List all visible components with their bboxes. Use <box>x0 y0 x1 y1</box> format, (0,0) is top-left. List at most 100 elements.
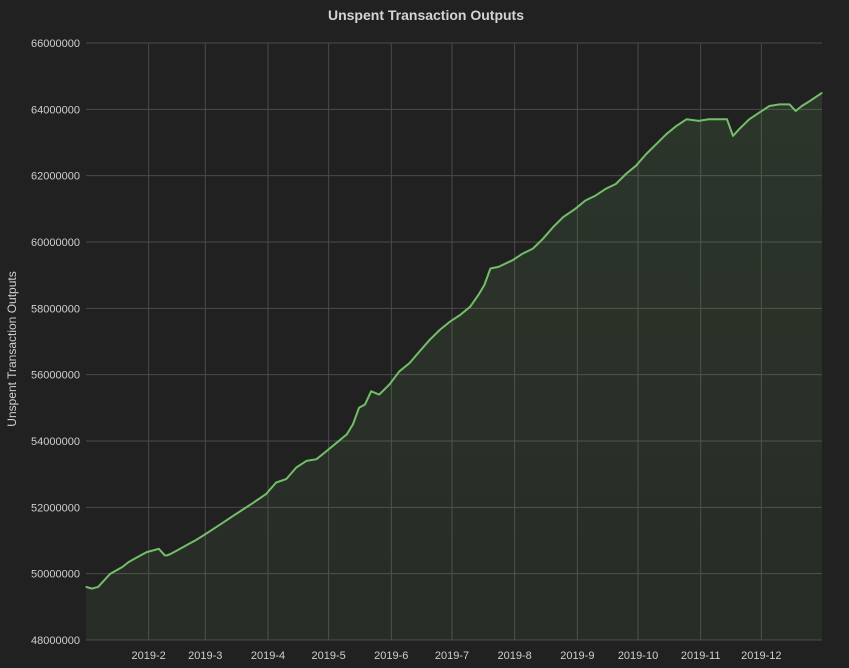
data-point <box>212 528 214 530</box>
data-point <box>625 173 627 175</box>
x-tick-label: 2019-9 <box>560 650 594 662</box>
data-point <box>698 120 700 122</box>
data-point <box>133 558 136 560</box>
data-point <box>202 534 204 537</box>
x-tick-label: 2019-4 <box>251 650 285 662</box>
data-point <box>253 501 255 503</box>
data-point <box>194 539 196 542</box>
x-tick-label: 2019-2 <box>132 650 166 662</box>
data-point <box>795 110 797 112</box>
data-point <box>164 554 166 557</box>
data-point <box>801 105 803 107</box>
data-point <box>295 466 297 469</box>
data-point <box>233 515 235 517</box>
data-point <box>176 549 178 552</box>
data-point <box>388 384 390 386</box>
data-point <box>429 339 431 341</box>
y-tick-label: 64000000 <box>31 104 80 116</box>
data-point <box>497 266 500 268</box>
data-point <box>408 362 411 364</box>
data-point <box>449 321 451 323</box>
y-tick-label: 66000000 <box>31 38 80 50</box>
data-point <box>789 103 791 105</box>
data-point <box>821 92 823 94</box>
tick-labels: 48000000 50000000 52000000 54000000 56000000… <box>31 38 781 662</box>
data-point <box>615 183 617 185</box>
y-axis-label: Unspent Transaction Outputs <box>5 271 19 426</box>
y-tick-label: 52000000 <box>31 502 80 514</box>
data-point <box>222 521 225 523</box>
data-point <box>477 294 479 296</box>
y-tick-label: 58000000 <box>31 303 80 315</box>
data-point <box>532 248 534 250</box>
data-point <box>336 442 338 444</box>
data-point <box>708 118 710 120</box>
data-point <box>109 573 111 575</box>
y-tick-label: 54000000 <box>31 436 80 448</box>
data-point <box>346 433 348 435</box>
data-point <box>97 586 99 588</box>
y-tick-label: 62000000 <box>31 171 80 183</box>
data-point <box>665 133 667 135</box>
data-point <box>562 216 564 218</box>
data-point <box>574 208 576 210</box>
data-point <box>285 478 287 480</box>
data-point <box>768 105 771 107</box>
data-point <box>326 450 328 452</box>
data-point <box>584 199 587 202</box>
data-point <box>645 153 647 155</box>
x-tick-label: 2019-8 <box>498 650 532 662</box>
series-area-fill <box>86 92 822 641</box>
data-point <box>370 390 372 392</box>
data-point <box>483 284 485 286</box>
data-point <box>542 238 544 240</box>
data-point <box>364 403 366 406</box>
data-point <box>243 508 245 510</box>
data-point <box>378 394 380 396</box>
x-tick-label: 2019-7 <box>435 650 469 662</box>
data-point <box>352 423 354 425</box>
data-point <box>605 188 607 190</box>
x-tick-label: 2019-10 <box>618 650 658 662</box>
data-point <box>439 329 441 331</box>
data-point <box>748 118 750 120</box>
data-point <box>459 314 461 316</box>
y-tick-label: 50000000 <box>31 569 80 581</box>
x-tick-label: 2019-3 <box>188 650 222 662</box>
data-point <box>738 128 740 130</box>
series-layer <box>85 91 823 641</box>
data-point <box>158 548 160 550</box>
data-point <box>170 553 172 555</box>
data-point <box>635 165 637 167</box>
data-point <box>152 549 154 552</box>
data-point <box>732 135 734 137</box>
data-point <box>419 350 421 352</box>
data-point <box>103 579 105 581</box>
data-point <box>655 143 657 145</box>
x-tick-label: 2019-6 <box>374 650 408 662</box>
data-point <box>489 267 491 270</box>
data-point <box>146 551 148 553</box>
data-point <box>358 407 360 409</box>
data-point <box>315 458 318 460</box>
series-line <box>85 91 823 590</box>
data-point <box>182 546 184 548</box>
data-point <box>758 112 760 114</box>
data-point <box>91 588 93 590</box>
data-point <box>522 253 524 255</box>
data-point <box>469 306 471 308</box>
data-point <box>809 100 811 102</box>
data-point <box>115 569 117 572</box>
data-point <box>594 195 597 197</box>
data-point <box>778 103 781 105</box>
data-point <box>121 566 123 568</box>
x-tick-label: 2019-12 <box>741 650 781 662</box>
chart-title: Unspent Transaction Outputs <box>328 7 524 23</box>
y-tick-label: 48000000 <box>31 635 80 647</box>
x-tick-label: 2019-11 <box>681 650 721 662</box>
y-tick-label: 60000000 <box>31 237 80 249</box>
data-point <box>718 118 720 120</box>
data-point <box>685 118 688 120</box>
